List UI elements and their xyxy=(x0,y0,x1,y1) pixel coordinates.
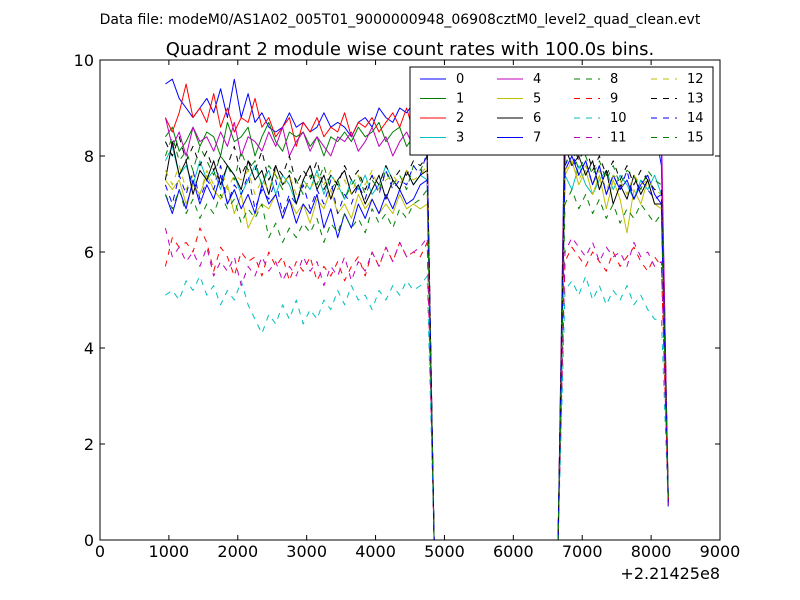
x-tick-label: 7000 xyxy=(562,542,603,561)
x-tick-label: 3000 xyxy=(286,542,327,561)
series-line-11 xyxy=(164,227,669,540)
legend-label-10: 10 xyxy=(610,111,627,126)
series-line-13 xyxy=(164,136,669,540)
x-tick-label: 6000 xyxy=(493,542,534,561)
legend-label-8: 8 xyxy=(610,72,618,87)
series-line-14 xyxy=(164,150,669,540)
series-line-6 xyxy=(164,141,669,540)
x-tick-label: 9000 xyxy=(700,542,741,561)
x-tick-label: 2000 xyxy=(217,542,258,561)
legend-label-15: 15 xyxy=(687,131,704,146)
legend-box xyxy=(409,66,714,156)
y-tick-label: 8 xyxy=(84,147,94,166)
axis-ticks: 0 1000 2000 3000 4000 5000 6000 7000 8000 9000 0 2 4… xyxy=(74,51,741,561)
series-line-7 xyxy=(164,155,669,540)
x-tick-label: 1000 xyxy=(149,542,190,561)
chart-title: Quadrant 2 module wise count rates with … xyxy=(166,39,655,60)
y-tick-label: 2 xyxy=(84,435,94,454)
y-tick-label: 6 xyxy=(84,243,94,262)
x-tick-label: 4000 xyxy=(355,542,396,561)
legend-label-3: 3 xyxy=(456,131,464,146)
y-tick-label: 0 xyxy=(84,531,94,550)
legend-label-11: 11 xyxy=(610,131,627,146)
legend-label-13: 13 xyxy=(687,92,704,107)
legend-label-4: 4 xyxy=(533,72,541,87)
legend-label-1: 1 xyxy=(456,92,464,107)
series-layer xyxy=(164,73,669,540)
legend-label-6: 6 xyxy=(533,111,541,126)
legend-label-7: 7 xyxy=(533,131,541,146)
x-tick-label: 8000 xyxy=(631,542,672,561)
x-offset-label: +2.21425e8 xyxy=(620,564,720,583)
series-line-12 xyxy=(164,160,669,540)
y-tick-label: 10 xyxy=(74,51,94,70)
legend-label-5: 5 xyxy=(533,92,541,107)
y-tick-label: 4 xyxy=(84,339,94,358)
legend-label-0: 0 xyxy=(456,72,464,87)
legend-label-14: 14 xyxy=(687,111,704,126)
series-line-15 xyxy=(164,189,669,540)
x-tick-label: 5000 xyxy=(424,542,465,561)
legend-label-9: 9 xyxy=(610,92,618,107)
figure-suptitle: Data file: modeM0/AS1A02_005T01_90000009… xyxy=(100,12,701,28)
x-tick-label: 0 xyxy=(95,542,105,561)
plot-frame xyxy=(99,59,721,541)
legend-label-2: 2 xyxy=(456,111,464,126)
legend-label-12: 12 xyxy=(687,72,704,87)
series-line-10 xyxy=(165,275,669,540)
